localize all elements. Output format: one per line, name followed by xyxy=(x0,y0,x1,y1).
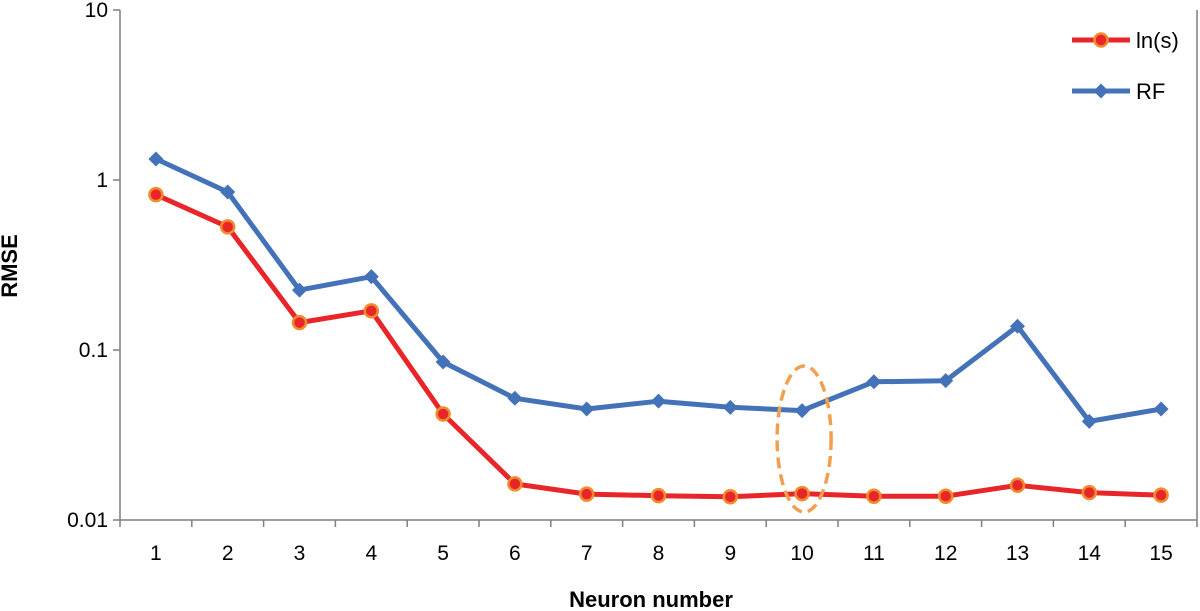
data-point-ln-s xyxy=(578,486,595,502)
data-point-rf xyxy=(1010,318,1025,334)
x-tick-label: 12 xyxy=(934,542,957,565)
x-tick-label: 2 xyxy=(222,542,234,565)
data-point-ln-s xyxy=(794,485,810,502)
data-point-rf xyxy=(363,269,379,285)
data-point-ln-s xyxy=(1153,487,1169,503)
data-point-rf xyxy=(794,403,810,419)
y-tick-label: 0.1 xyxy=(79,339,108,362)
data-point-rf xyxy=(292,282,307,298)
data-point-ln-s xyxy=(722,489,739,505)
y-tick-label: 0.01 xyxy=(67,509,108,532)
axes xyxy=(119,10,1198,521)
series-group xyxy=(148,151,1169,505)
data-point-rf xyxy=(435,354,451,370)
x-tick-label: 15 xyxy=(1149,542,1172,565)
series-line-ln-s xyxy=(154,192,1162,500)
data-point-ln-s xyxy=(650,487,667,504)
y-tick-label: 1 xyxy=(96,169,108,192)
y-tick-label: 10 xyxy=(85,0,108,22)
data-point-ln-s xyxy=(937,488,954,504)
legend-label-ln-s: ln(s) xyxy=(1136,28,1179,53)
data-point-rf xyxy=(651,393,666,409)
data-point-rf xyxy=(507,390,523,406)
x-tick-label: 9 xyxy=(724,542,736,565)
x-tick-label: 10 xyxy=(790,542,813,565)
x-tick-label: 1 xyxy=(150,542,162,565)
data-point-ln-s xyxy=(291,314,308,331)
data-point-ln-s xyxy=(435,406,451,422)
x-tick-label: 8 xyxy=(653,542,665,565)
data-point-rf xyxy=(1081,413,1097,429)
x-tick-label: 4 xyxy=(365,542,377,565)
data-point-rf xyxy=(220,184,236,200)
data-point-rf xyxy=(866,374,882,390)
legend-marker-rf xyxy=(1093,83,1109,99)
data-point-rf xyxy=(938,373,954,389)
x-tick-label: 13 xyxy=(1006,542,1029,565)
y-axis-ticks: 0.01 0.1 1 10 xyxy=(67,0,120,532)
x-tick-label: 3 xyxy=(294,542,306,565)
legend: ln(s) RF xyxy=(1072,28,1179,104)
x-tick-label: 11 xyxy=(863,542,885,565)
x-tick-label: 5 xyxy=(437,542,449,565)
data-point-ln-s xyxy=(219,219,236,235)
x-tick-label: 7 xyxy=(581,542,593,565)
data-point-ln-s xyxy=(1009,477,1026,494)
x-tick-label: 6 xyxy=(509,542,521,565)
legend-marker-ln-s xyxy=(1093,32,1109,48)
x-axis-title: Neuron number xyxy=(569,587,733,611)
data-point-rf xyxy=(148,151,164,167)
x-axis-ticks: 1 2 3 4 5 6 7 8 9 10 11 12 13 14 15 xyxy=(119,520,1198,565)
data-point-ln-s xyxy=(1081,484,1098,501)
x-tick-label: 14 xyxy=(1078,542,1102,565)
data-point-rf xyxy=(722,399,738,415)
legend-label-rf: RF xyxy=(1136,79,1165,104)
data-point-ln-s xyxy=(363,303,380,319)
highlight-annotation xyxy=(775,364,833,514)
data-point-rf xyxy=(1153,401,1169,417)
y-axis-title: RMSE xyxy=(0,234,22,298)
data-point-ln-s xyxy=(866,488,882,504)
data-point-ln-s xyxy=(148,186,164,203)
dashed-ellipse-highlight xyxy=(775,364,833,514)
data-point-rf xyxy=(579,401,595,417)
data-point-ln-s xyxy=(507,476,523,492)
